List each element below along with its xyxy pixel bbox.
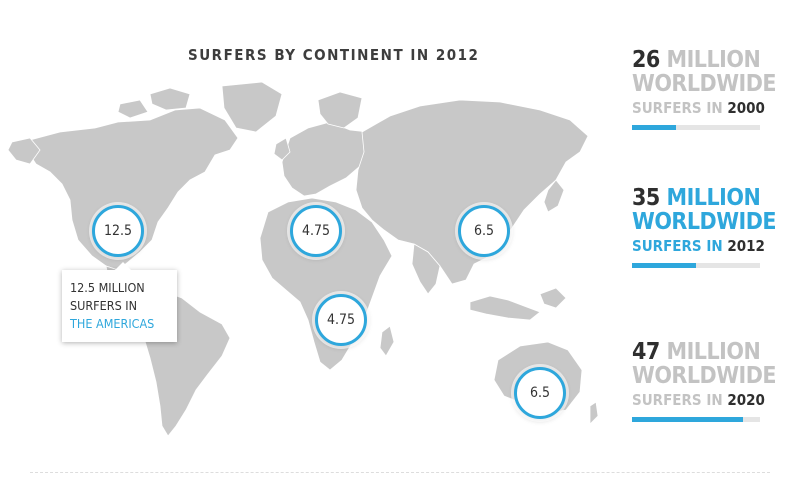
stat-2012: 35 MILLION WORLDWIDE SURFERS IN 2012 — [632, 185, 777, 268]
bubble-africa-value: 4.75 — [326, 312, 356, 328]
stat-2000-worldwide: WORLDWIDE — [632, 71, 777, 97]
madagascar-shape — [379, 325, 395, 357]
bubble-asia-value: 6.5 — [473, 223, 495, 239]
stat-2012-progress-fill — [632, 263, 696, 268]
stat-2012-worldwide: WORLDWIDE — [632, 209, 777, 235]
scandinavia-shape — [317, 91, 363, 129]
stat-2020-year: 2020 — [727, 391, 765, 409]
stat-2020-surfers-in: SURFERS IN — [632, 391, 723, 409]
callout-line-3: THE AMERICAS — [70, 316, 155, 331]
world-map — [7, 81, 599, 437]
bubble-oceania[interactable]: 6.5 — [514, 367, 566, 419]
indonesia-shape — [469, 295, 541, 321]
bubble-asia[interactable]: 6.5 — [458, 205, 510, 257]
stat-2012-number: 35 — [632, 185, 660, 211]
stat-2020-number: 47 — [632, 339, 660, 365]
bubble-oceania-value: 6.5 — [529, 385, 551, 401]
stat-2000-progress-fill — [632, 125, 676, 130]
stat-2012-progress-bar — [632, 263, 760, 268]
stat-2020-million: MILLION — [666, 339, 761, 365]
stat-2000-million: MILLION — [666, 47, 761, 73]
stat-2000: 26 MILLION WORLDWIDE SURFERS IN 2000 — [632, 47, 777, 130]
stat-2012-surfers-in: SURFERS IN — [632, 237, 723, 255]
callout-line-1: 12.5 MILLION — [70, 280, 145, 295]
stat-2000-surfers-in: SURFERS IN — [632, 99, 723, 117]
new-zealand-shape — [589, 401, 599, 425]
uk-shape — [273, 137, 291, 161]
arctic-islands-shape — [149, 87, 191, 111]
greenland-shape — [221, 81, 283, 133]
stat-2012-year: 2012 — [727, 237, 765, 255]
india-shape — [411, 243, 441, 295]
bubble-americas[interactable]: 12.5 — [92, 205, 144, 257]
stat-2000-year: 2000 — [727, 99, 765, 117]
bubble-africa[interactable]: 4.75 — [315, 294, 367, 346]
bubble-americas-value: 12.5 — [103, 223, 133, 239]
bubble-europe[interactable]: 4.75 — [290, 205, 342, 257]
bubble-europe-value: 4.75 — [301, 223, 331, 239]
north-america-shape — [27, 107, 239, 271]
stat-2020-progress-bar — [632, 417, 760, 422]
stat-2020-worldwide: WORLDWIDE — [632, 363, 777, 389]
stat-2020-progress-fill — [632, 417, 744, 422]
stat-2012-million: MILLION — [666, 185, 761, 211]
americas-callout: 12.5 MILLION SURFERS IN THE AMERICAS — [62, 262, 177, 342]
stat-2020: 47 MILLION WORLDWIDE SURFERS IN 2020 — [632, 339, 777, 422]
bottom-divider — [30, 472, 770, 473]
stat-2000-progress-bar — [632, 125, 760, 130]
callout-line-2: SURFERS IN — [70, 298, 138, 313]
map-title: SURFERS BY CONTINENT IN 2012 — [188, 46, 480, 64]
alaska-shape — [7, 137, 41, 165]
japan-shape — [543, 179, 565, 213]
stat-2000-number: 26 — [632, 47, 660, 73]
